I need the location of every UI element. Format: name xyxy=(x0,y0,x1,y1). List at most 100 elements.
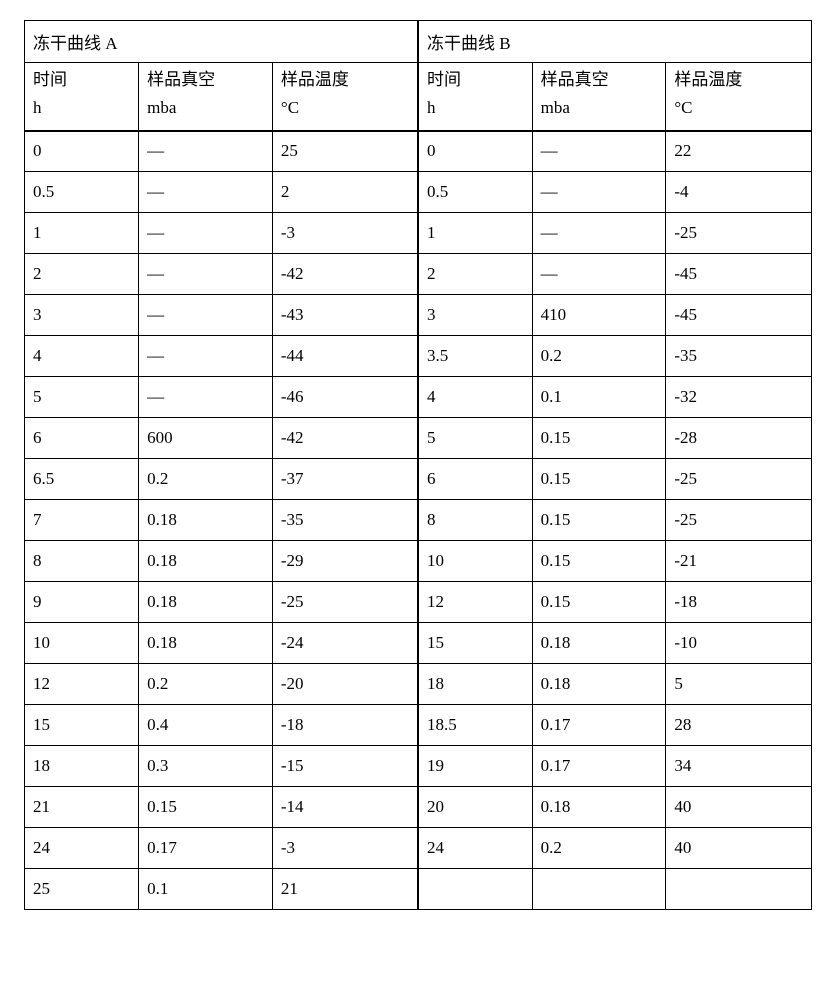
cell-a-temp: -42 xyxy=(272,254,418,295)
cell-a-vacuum: 0.3 xyxy=(139,746,273,787)
table-row: 80.18-29100.15-21 xyxy=(25,541,812,582)
cell-b-vacuum: 0.1 xyxy=(532,377,666,418)
header-unit: h xyxy=(33,97,130,119)
cell-a-vacuum: — xyxy=(139,295,273,336)
cell-b-vacuum: 0.17 xyxy=(532,705,666,746)
cell-a-time: 24 xyxy=(25,828,139,869)
cell-b-temp: -25 xyxy=(666,213,812,254)
cell-a-temp: -14 xyxy=(272,787,418,828)
cell-a-temp: -37 xyxy=(272,459,418,500)
cell-b-time: 1 xyxy=(418,213,532,254)
cell-b-time: 18 xyxy=(418,664,532,705)
cell-b-temp: 28 xyxy=(666,705,812,746)
table-row: 210.15-14200.1840 xyxy=(25,787,812,828)
cell-a-temp: -18 xyxy=(272,705,418,746)
cell-b-temp: -25 xyxy=(666,500,812,541)
section-a-title: 冻干曲线 A xyxy=(25,21,418,63)
table-row: 120.2-20180.185 xyxy=(25,664,812,705)
cell-b-vacuum: — xyxy=(532,172,666,213)
cell-a-temp: -3 xyxy=(272,213,418,254)
cell-b-temp: -21 xyxy=(666,541,812,582)
cell-b-vacuum: — xyxy=(532,131,666,172)
cell-a-time: 5 xyxy=(25,377,139,418)
table-row: 70.18-3580.15-25 xyxy=(25,500,812,541)
column-header-row: 时间 h 样品真空 mba 样品温度 °C 时间 h 样品真空 mba xyxy=(25,63,812,131)
cell-b-temp: -45 xyxy=(666,254,812,295)
cell-b-time: 8 xyxy=(418,500,532,541)
cell-a-time: 4 xyxy=(25,336,139,377)
cell-b-vacuum: 0.15 xyxy=(532,459,666,500)
header-a-vacuum: 样品真空 mba xyxy=(139,63,273,131)
cell-b-vacuum: 0.15 xyxy=(532,582,666,623)
cell-a-time: 21 xyxy=(25,787,139,828)
cell-b-temp xyxy=(666,869,812,910)
table-row: 6600-4250.15-28 xyxy=(25,418,812,459)
cell-b-vacuum: 0.18 xyxy=(532,787,666,828)
table-row: 250.121 xyxy=(25,869,812,910)
cell-a-vacuum: 0.15 xyxy=(139,787,273,828)
cell-a-time: 0.5 xyxy=(25,172,139,213)
table-row: 3—-433410-45 xyxy=(25,295,812,336)
cell-a-vacuum: — xyxy=(139,172,273,213)
cell-b-temp: -35 xyxy=(666,336,812,377)
cell-a-time: 25 xyxy=(25,869,139,910)
cell-b-time: 18.5 xyxy=(418,705,532,746)
cell-b-time: 15 xyxy=(418,623,532,664)
cell-b-vacuum: 0.15 xyxy=(532,541,666,582)
cell-a-vacuum: — xyxy=(139,254,273,295)
header-label: 时间 xyxy=(427,69,524,91)
cell-b-time: 0.5 xyxy=(418,172,532,213)
cell-b-vacuum xyxy=(532,869,666,910)
cell-a-time: 9 xyxy=(25,582,139,623)
cell-a-time: 12 xyxy=(25,664,139,705)
cell-b-temp: 34 xyxy=(666,746,812,787)
header-unit: h xyxy=(427,97,524,119)
header-unit: °C xyxy=(674,97,803,119)
cell-b-vacuum: 0.18 xyxy=(532,623,666,664)
cell-a-vacuum: 0.18 xyxy=(139,582,273,623)
cell-a-vacuum: — xyxy=(139,377,273,418)
cell-a-vacuum: 0.18 xyxy=(139,623,273,664)
cell-b-temp: -10 xyxy=(666,623,812,664)
header-unit: °C xyxy=(281,97,409,119)
cell-b-vacuum: 410 xyxy=(532,295,666,336)
cell-b-time: 24 xyxy=(418,828,532,869)
cell-b-temp: 22 xyxy=(666,131,812,172)
cell-b-temp: -25 xyxy=(666,459,812,500)
table-row: 0—250—22 xyxy=(25,131,812,172)
header-label: 样品温度 xyxy=(281,69,409,91)
cell-a-temp: -43 xyxy=(272,295,418,336)
cell-b-vacuum: 0.2 xyxy=(532,336,666,377)
table-row: 180.3-15190.1734 xyxy=(25,746,812,787)
cell-b-temp: -32 xyxy=(666,377,812,418)
cell-a-vacuum: — xyxy=(139,131,273,172)
table-row: 150.4-1818.50.1728 xyxy=(25,705,812,746)
cell-a-vacuum: 0.2 xyxy=(139,459,273,500)
header-unit: mba xyxy=(541,97,658,119)
cell-a-vacuum: 0.1 xyxy=(139,869,273,910)
cell-a-temp: -24 xyxy=(272,623,418,664)
table-row: 90.18-25120.15-18 xyxy=(25,582,812,623)
cell-b-temp: 40 xyxy=(666,828,812,869)
cell-b-vacuum: — xyxy=(532,254,666,295)
cell-a-vacuum: — xyxy=(139,336,273,377)
cell-b-temp: -28 xyxy=(666,418,812,459)
section-title-row: 冻干曲线 A 冻干曲线 B xyxy=(25,21,812,63)
cell-a-vacuum: 0.2 xyxy=(139,664,273,705)
table-row: 2—-422—-45 xyxy=(25,254,812,295)
cell-a-time: 1 xyxy=(25,213,139,254)
cell-a-temp: -46 xyxy=(272,377,418,418)
cell-a-time: 3 xyxy=(25,295,139,336)
lyophilization-table: 冻干曲线 A 冻干曲线 B 时间 h 样品真空 mba 样品温度 °C 时间 xyxy=(24,20,812,910)
cell-a-vacuum: 0.17 xyxy=(139,828,273,869)
cell-b-time: 20 xyxy=(418,787,532,828)
cell-b-vacuum: 0.15 xyxy=(532,418,666,459)
cell-a-vacuum: 0.4 xyxy=(139,705,273,746)
cell-b-vacuum: 0.15 xyxy=(532,500,666,541)
cell-a-temp: -3 xyxy=(272,828,418,869)
cell-a-time: 0 xyxy=(25,131,139,172)
cell-b-vacuum: 0.2 xyxy=(532,828,666,869)
header-b-vacuum: 样品真空 mba xyxy=(532,63,666,131)
cell-b-time: 6 xyxy=(418,459,532,500)
cell-b-temp: 5 xyxy=(666,664,812,705)
